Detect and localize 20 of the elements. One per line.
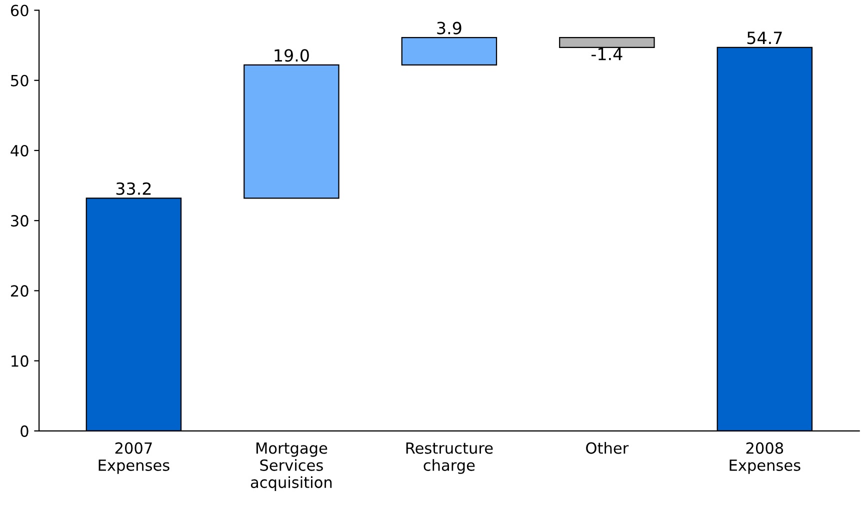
- bar: [559, 37, 655, 48]
- bar: [401, 37, 498, 66]
- x-tick-label: 2007 Expenses: [98, 442, 170, 474]
- y-tick-label: 0: [20, 425, 28, 437]
- y-tick-label: 10: [12, 355, 28, 367]
- y-tick-label: 50: [11, 74, 28, 86]
- x-tick-label: 2008 Expenses: [730, 442, 800, 474]
- bar: [244, 64, 340, 199]
- data-label: -1.4: [591, 48, 622, 60]
- y-tick-label: 60: [10, 4, 28, 16]
- y-tick-label: 40: [10, 144, 28, 156]
- data-label: 54.7: [747, 32, 782, 44]
- x-tick-label: Mortgage Services acquisition: [250, 442, 332, 492]
- y-tick-label: 20: [11, 285, 28, 297]
- y-tick-label: 30: [11, 215, 28, 227]
- x-tick-label: Other: [586, 442, 629, 454]
- x-tick-label: Restructure charge: [406, 442, 493, 474]
- data-label: 19.0: [274, 49, 309, 62]
- data-label: 3.9: [437, 22, 462, 34]
- data-label: 33.2: [116, 182, 151, 195]
